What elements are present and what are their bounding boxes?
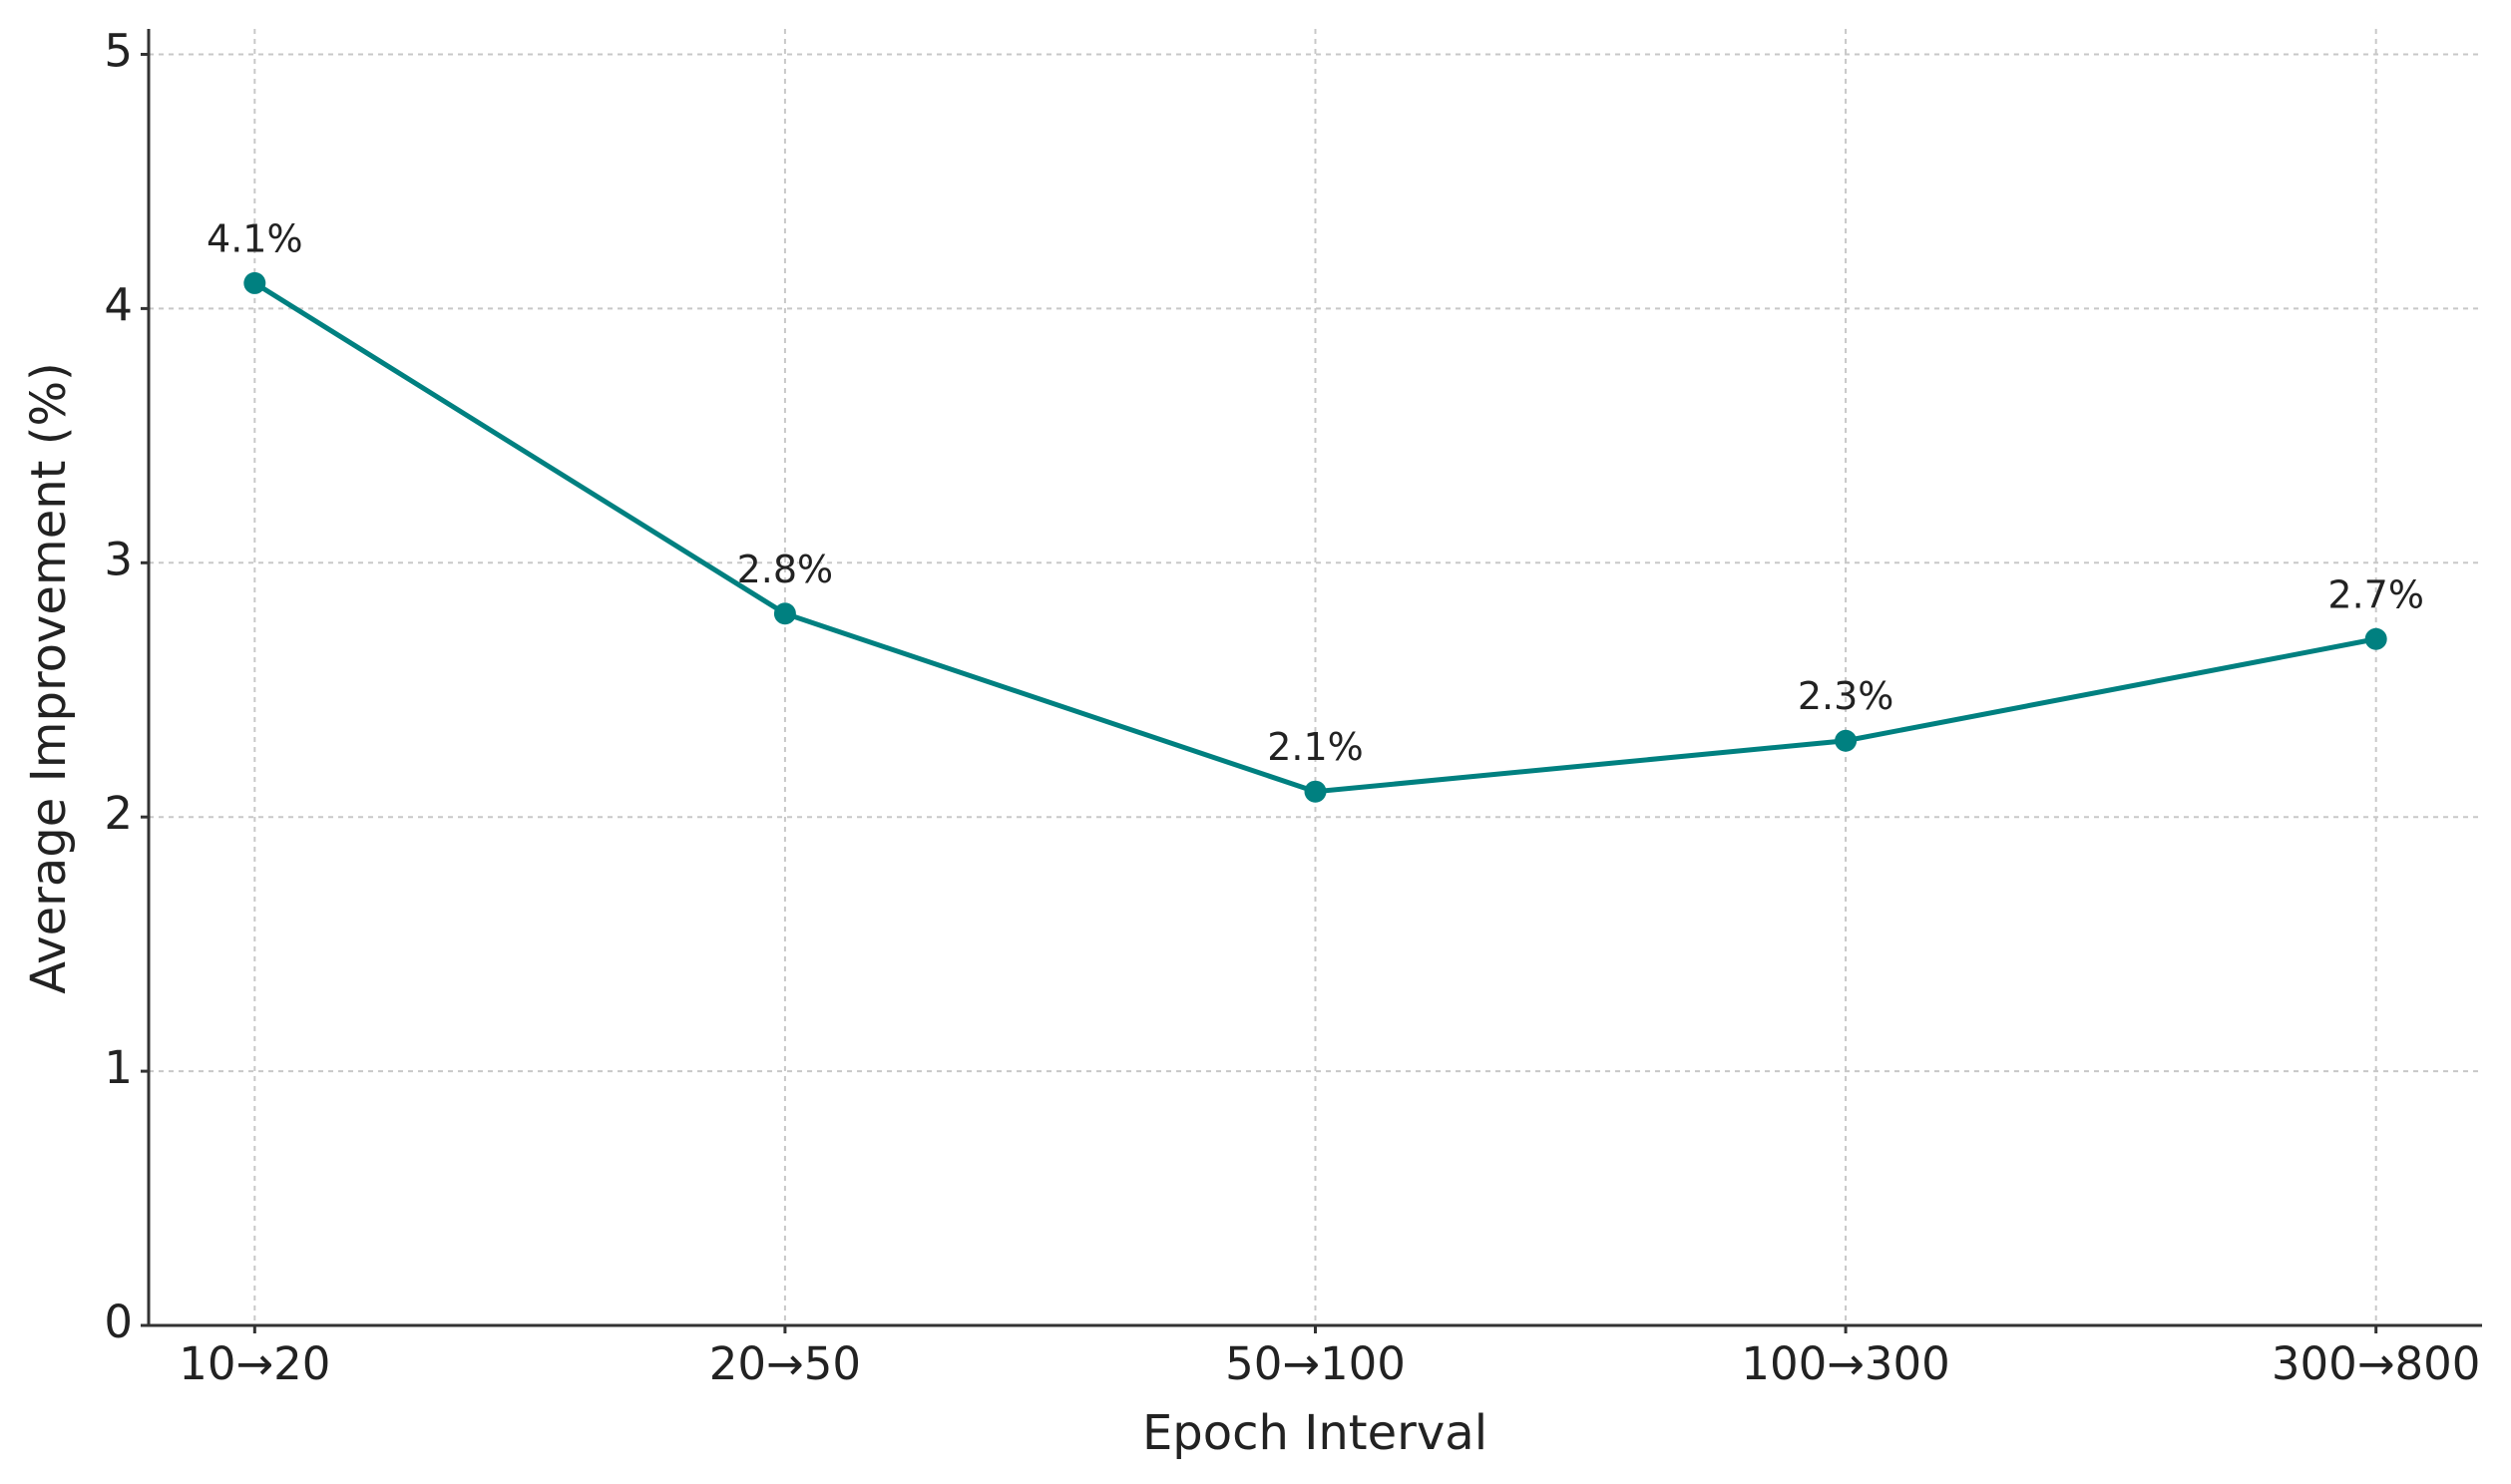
y-tick-label: 0	[104, 1296, 133, 1348]
data-label: 2.1%	[1267, 725, 1364, 769]
y-tick-label: 4	[104, 278, 133, 331]
x-tick-label: 10→20	[179, 1337, 330, 1390]
data-point	[773, 602, 796, 625]
x-tick-label: 300→800	[2272, 1337, 2481, 1390]
data-label: 2.8%	[737, 548, 834, 591]
y-axis-label: Average Improvement (%)	[21, 362, 77, 994]
x-axis-label: Epoch Interval	[1142, 1405, 1487, 1461]
y-tick-label: 1	[104, 1041, 133, 1094]
data-point	[1304, 780, 1327, 803]
data-point	[243, 271, 266, 294]
y-tick-label: 5	[104, 24, 133, 77]
data-label: 2.7%	[2327, 572, 2424, 616]
data-label: 4.1%	[207, 216, 303, 260]
data-point	[1835, 729, 1858, 752]
data-point	[2364, 627, 2387, 650]
x-tick-label: 20→50	[709, 1337, 861, 1390]
x-tick-label: 100→300	[1741, 1337, 1950, 1390]
data-label: 2.3%	[1798, 674, 1894, 718]
y-tick-label: 3	[104, 533, 133, 585]
y-tick-label: 2	[104, 787, 133, 840]
x-tick-label: 50→100	[1225, 1337, 1406, 1390]
